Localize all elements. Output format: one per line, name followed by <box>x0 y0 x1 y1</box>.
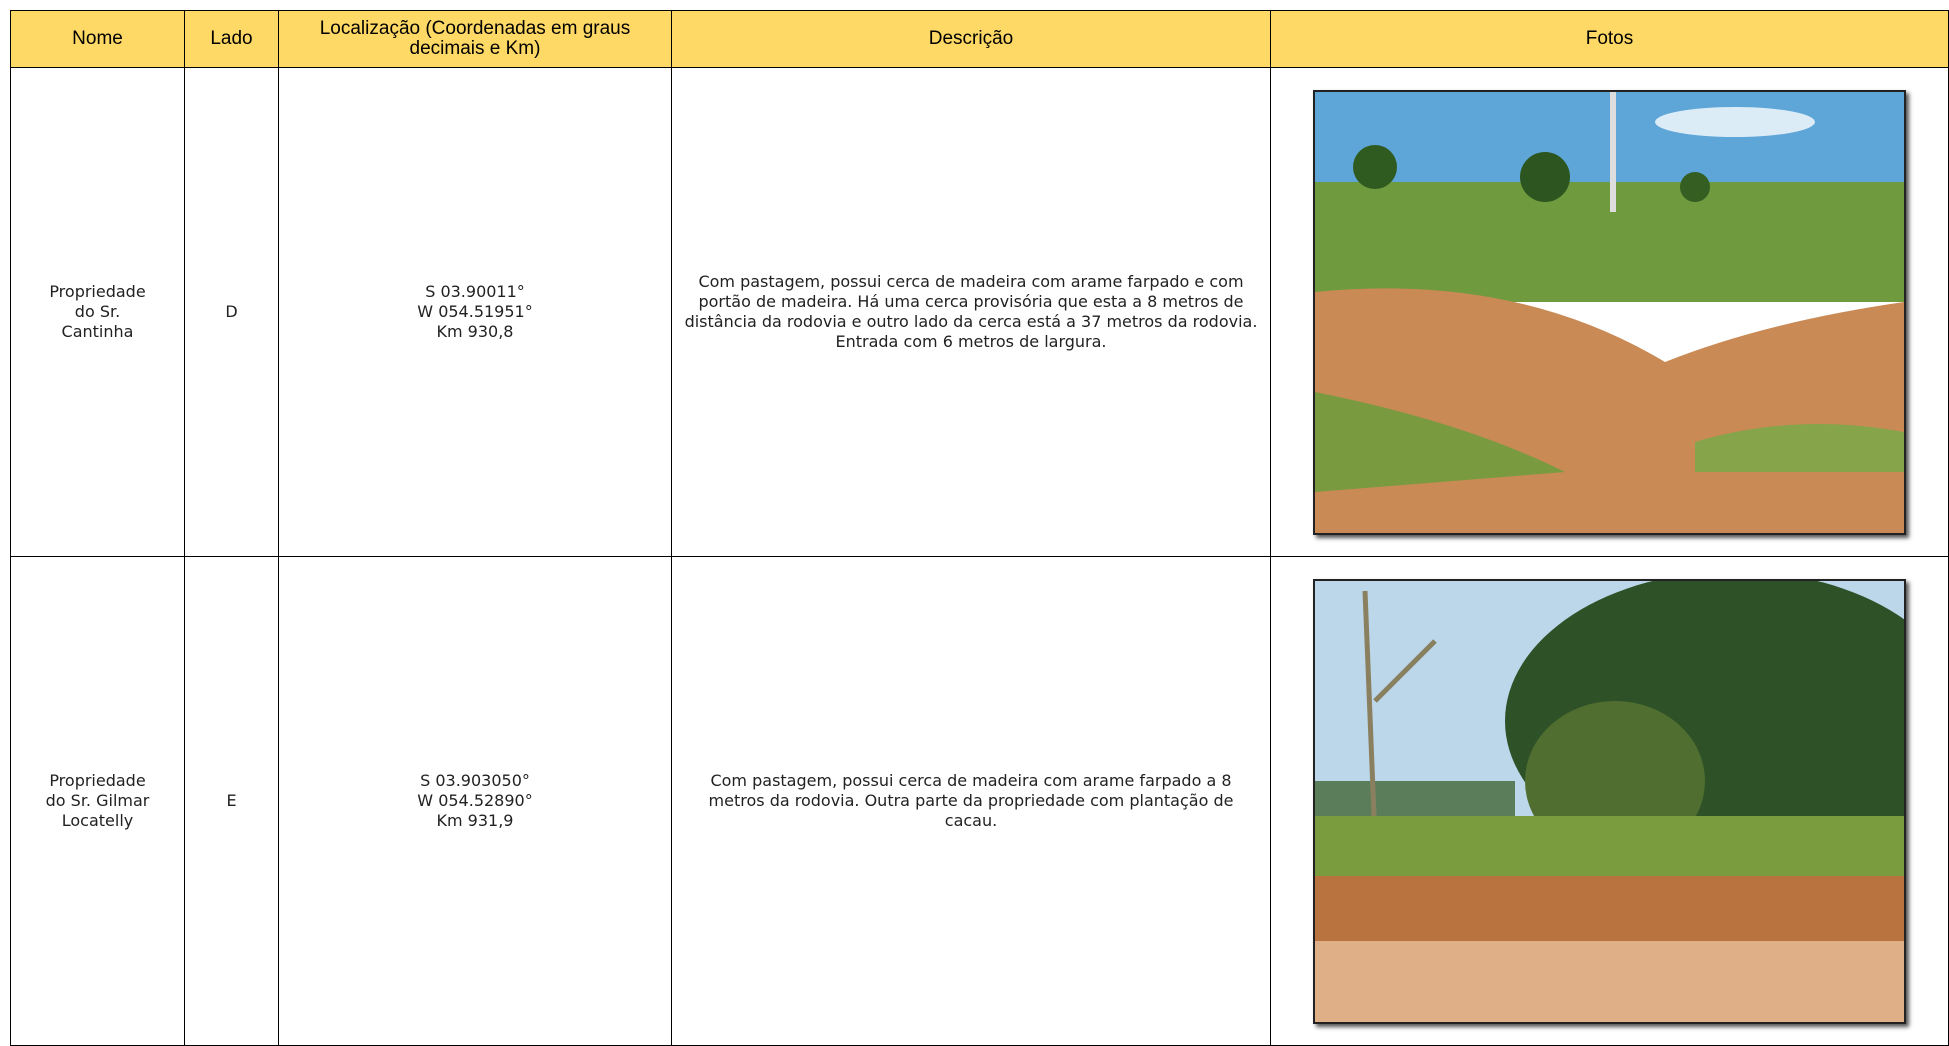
foto <box>1270 67 1949 557</box>
nome: Propriedade do Sr. Gilmar Locatelly <box>10 556 185 1046</box>
text: Locatelly <box>61 811 134 830</box>
header-row: Nome Lado Localização (Coordenadas em gr… <box>10 10 1949 68</box>
row: Propriedade do Sr. Gilmar Locatelly E S 03… <box>10 556 1949 1046</box>
text: do Sr. <box>74 302 121 321</box>
photo <box>1313 578 1906 1024</box>
text: Propriedade <box>49 282 146 301</box>
text: do Sr. Gilmar <box>45 791 150 810</box>
lado: D <box>184 67 279 557</box>
header-cell: Localização (Coordenadas em graus decima… <box>278 10 672 68</box>
header-cell: Fotos <box>1270 10 1949 68</box>
foto <box>1270 556 1949 1046</box>
descricao: Com pastagem, possui cerca de madeira co… <box>671 67 1271 557</box>
text: Km 931,9 <box>436 811 514 830</box>
text: Propriedade <box>49 771 146 790</box>
text: W 054.52890° <box>417 791 533 810</box>
lado: E <box>184 556 279 1046</box>
text: S 03.903050° <box>420 771 530 790</box>
text: Cantinha <box>61 322 134 341</box>
header-cell: Nome <box>10 10 185 68</box>
text: S 03.90011° <box>425 282 525 301</box>
text: W 054.51951° <box>417 302 533 321</box>
localizacao: S 03.90011° W 054.51951° Km 930,8 <box>278 67 672 557</box>
localizacao: S 03.903050° W 054.52890° Km 931,9 <box>278 556 672 1046</box>
descricao: Com pastagem, possui cerca de madeira co… <box>671 556 1271 1046</box>
header-cell: Lado <box>184 10 279 68</box>
row: Propriedade do Sr. Cantinha D S 03.90011° W… <box>10 67 1949 557</box>
photo <box>1313 89 1906 535</box>
table: Nome Lado Localização (Coordenadas em gr… <box>10 10 1949 1046</box>
nome: Propriedade do Sr. Cantinha <box>10 67 185 557</box>
text: Km 930,8 <box>436 322 514 341</box>
header-cell: Descrição <box>671 10 1271 68</box>
